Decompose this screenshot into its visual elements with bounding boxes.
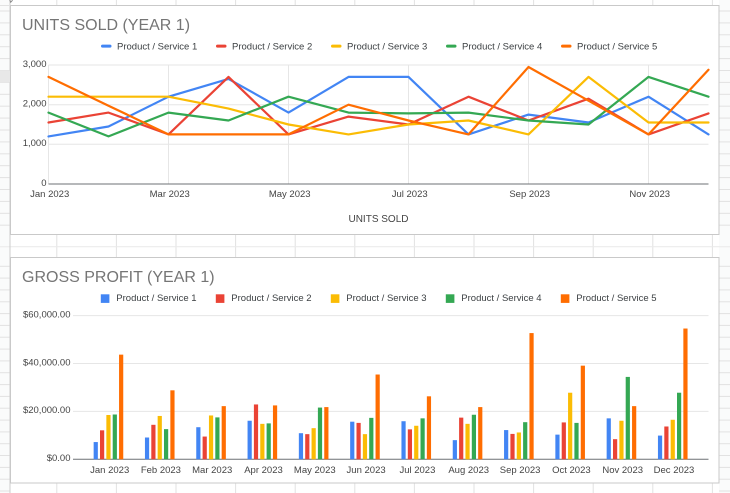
- svg-text:UNITS SOLD (YEAR 1): UNITS SOLD (YEAR 1): [22, 17, 190, 34]
- svg-text:Feb 2023: Feb 2023: [141, 465, 181, 476]
- svg-text:Product / Service 2: Product / Service 2: [232, 41, 312, 52]
- svg-text:GROSS PROFIT (YEAR 1): GROSS PROFIT (YEAR 1): [22, 269, 215, 286]
- svg-text:Product / Service 5: Product / Service 5: [577, 41, 657, 52]
- svg-text:Nov 2023: Nov 2023: [602, 465, 643, 476]
- svg-text:0: 0: [41, 178, 46, 189]
- svg-text:Dec 2023: Dec 2023: [654, 465, 695, 476]
- svg-text:1,000: 1,000: [23, 138, 47, 149]
- svg-text:Mar 2023: Mar 2023: [192, 465, 232, 476]
- svg-text:Jun 2023: Jun 2023: [347, 465, 386, 476]
- svg-text:Aug 2023: Aug 2023: [448, 465, 489, 476]
- svg-text:UNITS SOLD: UNITS SOLD: [348, 214, 408, 225]
- svg-text:$20,000.00: $20,000.00: [23, 405, 71, 416]
- svg-text:Sep 2023: Sep 2023: [500, 465, 541, 476]
- svg-text:Jul 2023: Jul 2023: [392, 189, 428, 200]
- svg-text:Jan 2023: Jan 2023: [90, 465, 129, 476]
- svg-text:Product / Service 1: Product / Service 1: [116, 293, 196, 304]
- svg-text:Apr 2023: Apr 2023: [244, 465, 283, 476]
- svg-text:3,000: 3,000: [23, 59, 47, 70]
- svg-text:$0.00: $0.00: [47, 453, 71, 464]
- svg-text:Product / Service 2: Product / Service 2: [231, 293, 311, 304]
- svg-text:$40,000.00: $40,000.00: [23, 357, 71, 368]
- svg-text:Product / Service 3: Product / Service 3: [347, 41, 427, 52]
- svg-text:Oct 2023: Oct 2023: [552, 465, 591, 476]
- svg-text:May 2023: May 2023: [269, 189, 311, 200]
- svg-text:Sep 2023: Sep 2023: [509, 189, 550, 200]
- svg-text:May 2023: May 2023: [294, 465, 336, 476]
- svg-text:Nov 2023: Nov 2023: [629, 189, 670, 200]
- svg-text:Mar 2023: Mar 2023: [150, 189, 190, 200]
- svg-text:2,000: 2,000: [23, 99, 47, 110]
- svg-text:Product / Service 3: Product / Service 3: [346, 293, 426, 304]
- svg-text:Jan 2023: Jan 2023: [30, 189, 69, 200]
- svg-text:Product / Service 4: Product / Service 4: [462, 41, 542, 52]
- svg-text:Product / Service 5: Product / Service 5: [576, 293, 656, 304]
- svg-text:Product / Service 1: Product / Service 1: [117, 41, 197, 52]
- svg-text:Product / Service 4: Product / Service 4: [461, 293, 541, 304]
- svg-text:$60,000.00: $60,000.00: [23, 309, 71, 320]
- svg-text:Jul 2023: Jul 2023: [399, 465, 435, 476]
